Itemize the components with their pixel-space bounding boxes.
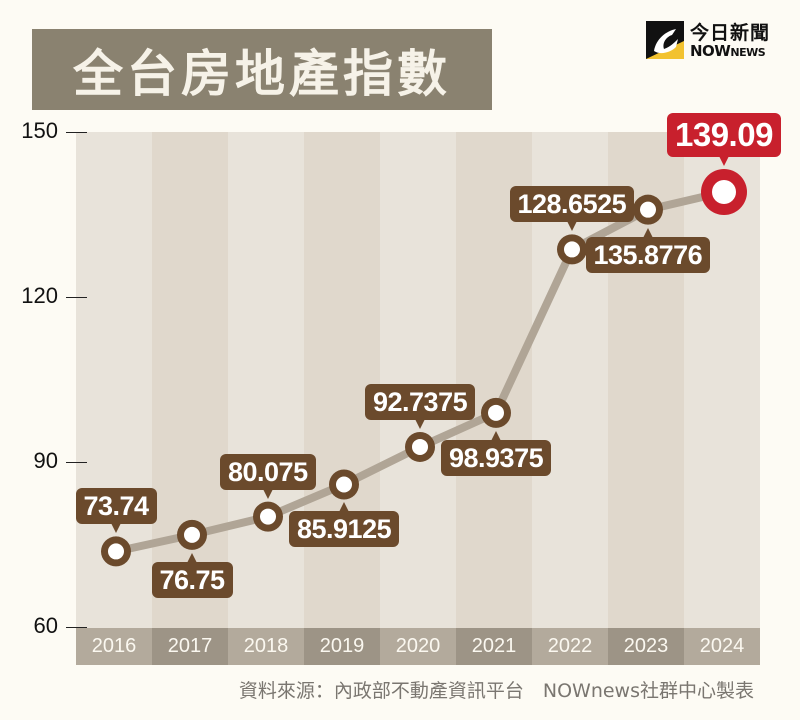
y-tick-mark — [66, 132, 87, 133]
value-label-2024: 139.09 — [667, 113, 781, 166]
x-tick-2021: 2021 — [456, 628, 532, 665]
x-tick-2017: 2017 — [152, 628, 228, 665]
x-tick-2022: 2022 — [532, 628, 608, 665]
value-label-2020: 92.7375 — [365, 383, 476, 429]
x-tick-2016: 2016 — [76, 628, 152, 665]
y-tick-60: 60 — [33, 613, 58, 638]
chart-title: 全台房地產指數 — [73, 44, 451, 103]
y-tick-mark — [66, 627, 87, 628]
x-tick-2019: 2019 — [304, 628, 380, 665]
data-point-center — [336, 476, 352, 493]
y-tick-mark — [66, 297, 87, 298]
y-tick-90: 90 — [33, 448, 58, 473]
value-label-2023: 135.8776 — [585, 227, 711, 273]
x-tick-2018: 2018 — [228, 628, 304, 665]
title-banner: 全台房地產指數 — [32, 29, 492, 110]
y-tick-120: 120 — [21, 283, 58, 308]
value-label-2018: 80.075 — [220, 453, 316, 499]
source-note: 資料來源：內政部不動產資訊平台 NOWnews社群中心製表 — [238, 680, 754, 702]
nownews-logo-icon — [646, 21, 684, 59]
data-point-center — [488, 404, 504, 421]
value-label-2016: 73.74 — [75, 488, 157, 534]
nownews-logo: 今日新聞 NOWNEWS — [646, 18, 786, 62]
value-label-2021: 98.9375 — [441, 430, 552, 476]
logo-now: NOW — [690, 42, 731, 60]
x-tick-2023: 2023 — [608, 628, 684, 665]
logo-english-text: NOWNEWS — [690, 42, 766, 60]
value-label-2017: 76.75 — [151, 552, 233, 598]
data-markers — [101, 169, 747, 567]
logo-chinese-text: 今日新聞 — [690, 22, 771, 44]
data-point-center — [564, 241, 580, 258]
data-point-center — [712, 180, 736, 205]
data-point-center — [412, 438, 428, 455]
logo-news: NEWS — [730, 46, 766, 59]
data-point-center — [640, 201, 656, 218]
value-label-2022: 128.6525 — [509, 186, 635, 232]
y-tick-150: 150 — [21, 118, 58, 143]
x-tick-2020: 2020 — [380, 628, 456, 665]
data-point-center — [184, 526, 200, 543]
y-tick-mark — [66, 462, 87, 463]
value-label-2019: 85.9125 — [289, 502, 400, 548]
x-tick-2024: 2024 — [684, 628, 760, 665]
data-point-center — [260, 508, 276, 525]
data-point-center — [108, 543, 124, 560]
